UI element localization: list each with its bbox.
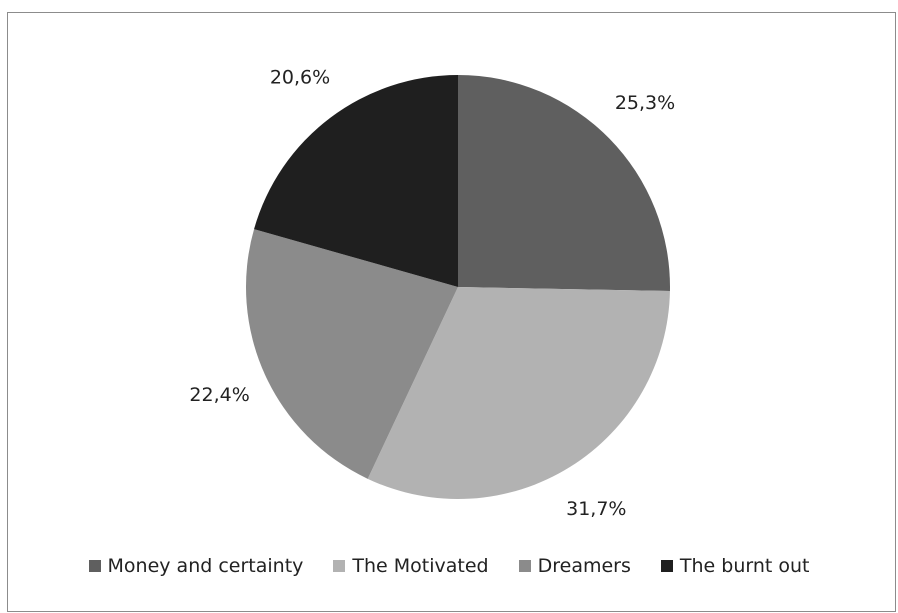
legend-swatch-the-motivated — [333, 560, 346, 572]
legend-label: Money and certainty — [107, 555, 304, 577]
pie-slice-the-burnt-out — [254, 75, 458, 287]
legend-label: Dreamers — [537, 555, 631, 577]
data-label-money-and-certainty: 25,3% — [615, 92, 675, 114]
data-label-the-motivated: 31,7% — [566, 498, 626, 520]
legend-swatch-the-burnt-out — [660, 560, 673, 572]
legend: Money and certainty The Motivated Dreamers… — [0, 555, 898, 577]
pie-slice-the-motivated — [367, 287, 670, 499]
pie-slice-dreamers — [245, 229, 458, 479]
data-label-dreamers: 22,4% — [189, 384, 249, 406]
legend-item-money-and-certainty: Money and certainty — [88, 555, 304, 577]
legend-swatch-dreamers — [518, 560, 531, 572]
legend-item-dreamers: Dreamers — [518, 555, 631, 577]
legend-swatch-money-and-certainty — [88, 560, 101, 572]
data-label-the-burnt-out: 20,6% — [270, 67, 330, 89]
legend-label: The Motivated — [352, 555, 489, 577]
legend-item-the-burnt-out: The burnt out — [660, 555, 810, 577]
legend-item-the-motivated: The Motivated — [333, 555, 489, 577]
pie-slice-money-and-certainty — [458, 75, 670, 291]
pie-data-labels: 25,3% 31,7% 22,4% 20,6% — [189, 67, 675, 521]
legend-label: The burnt out — [679, 555, 810, 577]
pie-slices — [245, 75, 670, 499]
